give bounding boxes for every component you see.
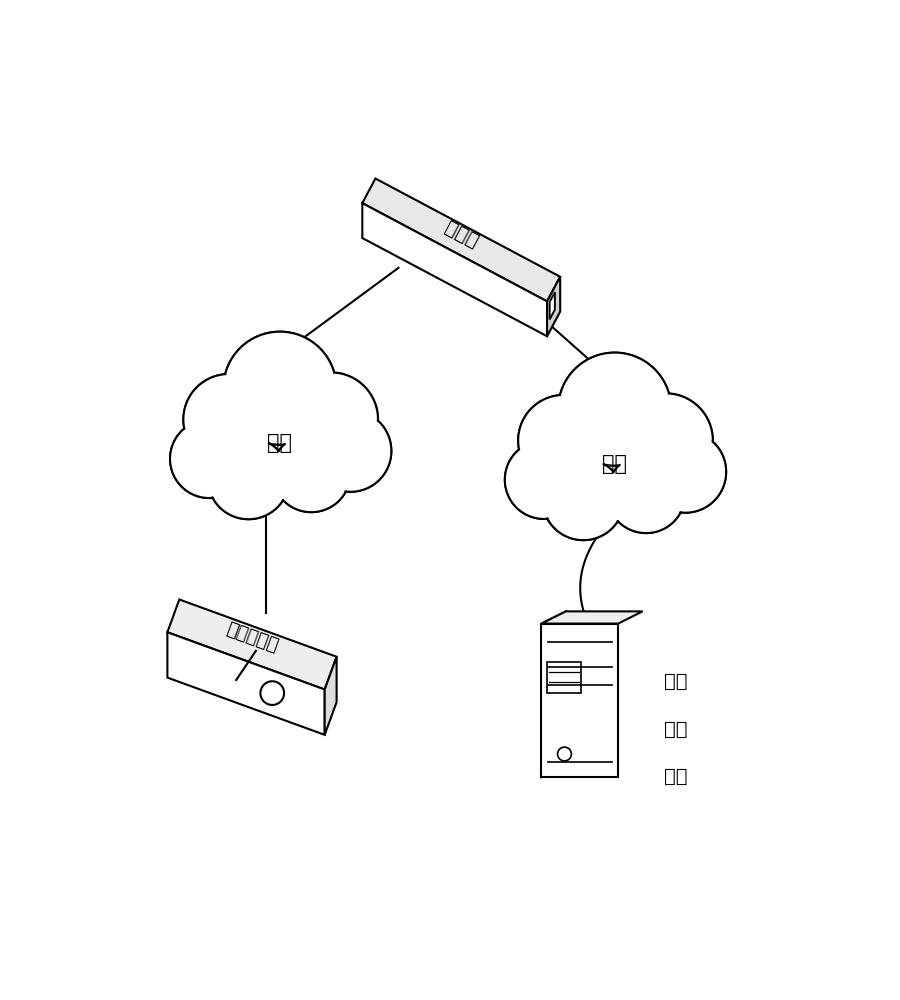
Circle shape xyxy=(170,420,248,498)
Circle shape xyxy=(310,410,392,492)
Circle shape xyxy=(284,372,378,467)
Text: 交换机: 交换机 xyxy=(441,218,482,251)
Circle shape xyxy=(506,442,582,518)
Text: 视频服务器: 视频服务器 xyxy=(224,620,280,655)
Circle shape xyxy=(285,374,376,465)
Circle shape xyxy=(209,439,288,518)
Polygon shape xyxy=(363,179,560,301)
Polygon shape xyxy=(542,611,643,624)
Circle shape xyxy=(274,435,349,511)
Circle shape xyxy=(646,432,724,511)
Circle shape xyxy=(505,440,583,519)
Polygon shape xyxy=(167,632,325,735)
Circle shape xyxy=(544,460,623,539)
Polygon shape xyxy=(542,624,618,777)
Circle shape xyxy=(518,395,609,486)
Circle shape xyxy=(170,420,248,498)
Circle shape xyxy=(607,455,685,533)
Circle shape xyxy=(518,395,609,486)
Polygon shape xyxy=(363,203,547,336)
Bar xyxy=(547,662,581,693)
Polygon shape xyxy=(550,292,555,319)
Circle shape xyxy=(543,459,624,540)
Circle shape xyxy=(223,332,337,445)
Polygon shape xyxy=(167,599,337,690)
Circle shape xyxy=(618,393,713,488)
Circle shape xyxy=(223,332,337,445)
Circle shape xyxy=(618,393,713,488)
Circle shape xyxy=(184,374,274,465)
Circle shape xyxy=(608,456,684,532)
Circle shape xyxy=(644,431,726,513)
Circle shape xyxy=(505,440,583,519)
Circle shape xyxy=(644,431,726,513)
Circle shape xyxy=(518,395,609,486)
Circle shape xyxy=(310,410,392,492)
Circle shape xyxy=(272,434,350,512)
Circle shape xyxy=(543,459,624,540)
Circle shape xyxy=(272,434,350,512)
Circle shape xyxy=(170,420,248,498)
Circle shape xyxy=(208,438,289,519)
Circle shape xyxy=(558,353,671,466)
Polygon shape xyxy=(547,277,560,336)
Circle shape xyxy=(560,354,670,464)
Circle shape xyxy=(184,375,273,464)
Circle shape xyxy=(310,410,392,492)
Circle shape xyxy=(607,455,685,533)
Circle shape xyxy=(519,396,608,485)
Circle shape xyxy=(505,440,583,519)
Circle shape xyxy=(284,372,378,467)
Circle shape xyxy=(208,438,289,519)
Circle shape xyxy=(284,372,378,467)
Text: 务器: 务器 xyxy=(663,767,687,786)
Circle shape xyxy=(171,421,248,497)
Circle shape xyxy=(644,431,726,513)
Polygon shape xyxy=(542,611,566,777)
Circle shape xyxy=(223,332,337,445)
Text: 网络: 网络 xyxy=(267,433,293,453)
Circle shape xyxy=(225,333,335,443)
Circle shape xyxy=(620,395,711,486)
Circle shape xyxy=(618,393,713,488)
Polygon shape xyxy=(325,657,337,735)
Text: 网络: 网络 xyxy=(602,454,627,474)
Circle shape xyxy=(311,412,390,490)
Circle shape xyxy=(558,353,671,466)
Text: 流媒: 流媒 xyxy=(663,672,687,691)
Circle shape xyxy=(607,455,685,533)
Circle shape xyxy=(184,374,274,465)
Circle shape xyxy=(184,374,274,465)
Text: 体服: 体服 xyxy=(663,720,687,739)
Circle shape xyxy=(558,353,671,466)
Circle shape xyxy=(543,459,624,540)
Circle shape xyxy=(272,434,350,512)
Circle shape xyxy=(208,438,289,519)
